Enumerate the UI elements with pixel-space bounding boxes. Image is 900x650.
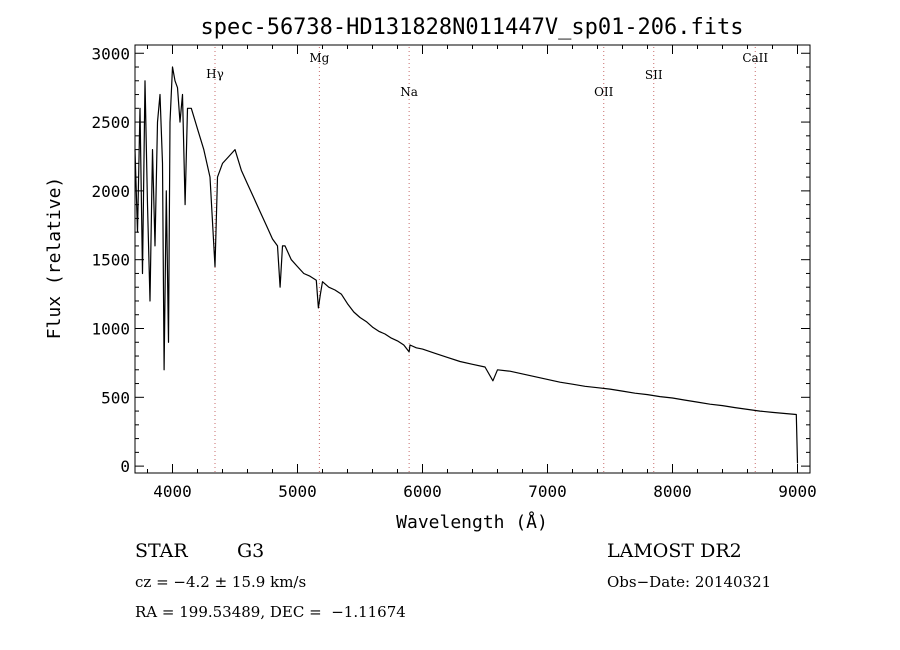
object-class: STAR [135,540,188,562]
axes: 4000 5000 6000 7000 8000 9000 0 500 1000 1500 2000… [91,44,816,501]
line-label-Na: Na [400,85,418,99]
coordinates: RA = 199.53489, DEC = −1.11674 [135,603,406,621]
y-tick-label: 1500 [91,251,130,270]
x-tick-label: 6000 [403,482,442,501]
y-tick-label: 500 [101,388,130,407]
spectrum-line [134,66,799,464]
line-label-CaII: CaII [742,51,768,65]
x-tick-label: 8000 [653,482,692,501]
y-tick-label: 0 [120,457,130,476]
x-tick-label: 7000 [528,482,567,501]
object-subclass: G3 [237,540,265,562]
line-label-SII: SII [645,68,663,82]
line-label-OII: OII [594,85,614,99]
y-tick-label: 2500 [91,113,130,132]
x-tick-label: 9000 [778,482,817,501]
spectrum-series [134,66,799,464]
survey-name: LAMOST DR2 [607,540,742,562]
y-axis-label: Flux (relative) [44,177,65,340]
x-axis-label: Wavelength (Å) [396,511,548,533]
spectral-line-markers: Hγ Mg Na OII SII CaII [206,47,768,473]
redshift-velocity: cz = −4.2 ± 15.9 km/s [135,573,307,591]
y-tick-label: 3000 [91,44,130,63]
line-label-Hγ: Hγ [206,67,224,81]
y-tick-label: 2000 [91,182,130,201]
plot-frame [134,44,811,474]
x-tick-label: 5000 [278,482,317,501]
x-tick-label: 4000 [153,482,192,501]
observation-date: Obs−Date: 20140321 [607,573,772,591]
y-tick-label: 1000 [91,319,130,338]
line-label-Mg: Mg [309,51,329,65]
chart-title: spec-56738-HD131828N011447V_sp01-206.fit… [200,15,743,40]
